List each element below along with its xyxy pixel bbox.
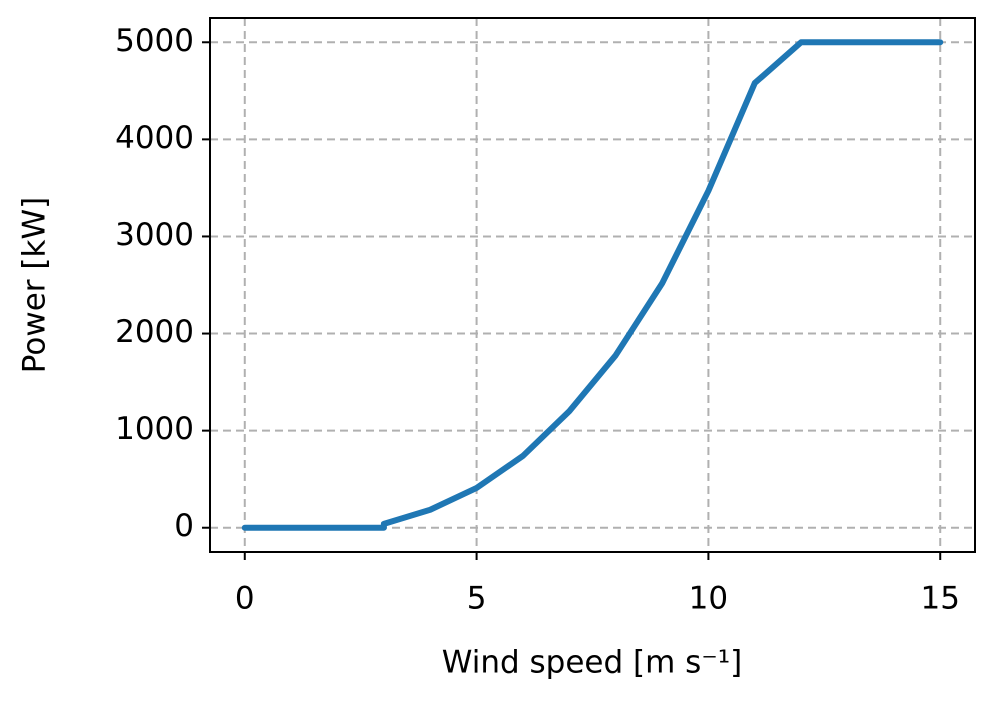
- x-axis-label: Wind speed [m s⁻¹]: [442, 645, 742, 681]
- plot-frame: [209, 17, 976, 553]
- y-tick-label: 5000: [115, 23, 194, 59]
- y-tick-label: 3000: [115, 217, 194, 253]
- y-tick-label: 0: [174, 508, 194, 544]
- x-tick-label: 5: [467, 581, 487, 617]
- x-tick-label: 0: [235, 581, 255, 617]
- y-tick-label: 4000: [115, 120, 194, 156]
- y-axis-label: Power [kW]: [17, 197, 53, 373]
- y-tick-label: 2000: [115, 314, 194, 350]
- x-tick-label: 15: [921, 581, 960, 617]
- data-line: [241, 39, 944, 531]
- x-tick-label: 10: [689, 581, 728, 617]
- y-tick-label: 1000: [115, 411, 194, 447]
